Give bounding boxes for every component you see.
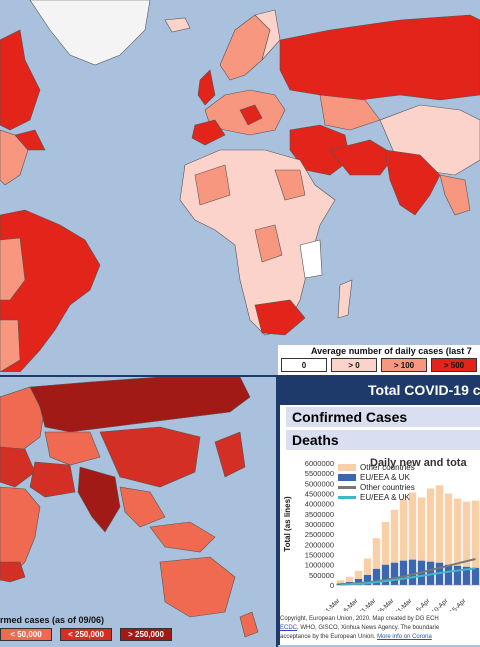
india <box>384 149 441 216</box>
legend-swatch <box>338 474 356 481</box>
bar-other <box>453 498 462 566</box>
y-tick-label: 2500000 <box>305 530 334 539</box>
x-tick-label: 5-Apr <box>415 597 432 611</box>
bar-eu <box>471 567 480 585</box>
y-tick-label: 5500000 <box>305 469 334 478</box>
legend-swatch-gt100: > 100 <box>381 358 427 372</box>
copyright-line-3: acceptance by the European Union. <box>280 634 376 640</box>
y-axis-label: Total (as lines) <box>283 496 292 552</box>
legend-swatch-lt50k: < 50,000 <box>0 628 52 641</box>
more-info-link[interactable]: More info on Corona <box>377 634 432 640</box>
y-tick-label: 4000000 <box>305 500 334 509</box>
australia-bottom <box>159 556 236 618</box>
legend-swatch-lt250k: < 250,000 <box>60 628 112 641</box>
india-bottom <box>77 466 121 533</box>
bar-eu <box>399 560 408 585</box>
bar-eu <box>354 578 363 585</box>
bar-other <box>399 499 408 561</box>
bar-eu <box>462 566 471 585</box>
copyright-line-1: Copyright, European Union, 2020. Map cre… <box>280 616 439 622</box>
legend-swatch-gt250k: > 250,000 <box>120 628 172 641</box>
bar-other <box>462 501 471 567</box>
north-america <box>0 29 41 131</box>
copyright-line-2: , WHO, GISCO, Xinhua News Agency. The bo… <box>297 625 440 631</box>
bar-other <box>471 500 480 568</box>
copyright-text: Copyright, European Union, 2020. Map cre… <box>280 615 480 642</box>
y-tick-label: 5000000 <box>305 479 334 488</box>
bar-eu <box>444 564 453 585</box>
china-bottom <box>99 426 201 488</box>
bar-other <box>381 521 390 565</box>
y-tick-label: 4500000 <box>305 490 334 499</box>
y-tick-label: 1000000 <box>305 561 334 570</box>
y-tick-label: 6000000 <box>305 461 334 468</box>
bar-other <box>435 485 444 563</box>
daily-cases-chart: Total (as lines)600000055000005000000450… <box>283 461 480 611</box>
x-tick-label: 31-Mar <box>394 597 414 611</box>
legend-swatch-gt0: > 0 <box>331 358 377 372</box>
panel-header: Total COVID-19 c <box>280 375 480 405</box>
legend-label: EU/EEA & UK <box>360 493 410 502</box>
bar-other <box>363 558 372 575</box>
x-tick-label: 16-Mar <box>340 597 360 611</box>
bar-eu <box>363 574 372 585</box>
y-tick-label: 0 <box>330 581 334 590</box>
south-america <box>0 209 101 372</box>
bar-eu <box>381 564 390 585</box>
panel-title: Total COVID-19 c <box>368 382 480 398</box>
daily-cases-legend: Average number of daily cases (last 7 0 … <box>278 345 480 375</box>
russia-bottom <box>29 377 251 433</box>
y-tick-label: 2000000 <box>305 540 334 549</box>
bar-other <box>372 538 381 569</box>
bar-other <box>345 576 354 582</box>
world-map-bottom-svg <box>0 377 276 647</box>
confirmed-cases-legend-title: rmed cases (as of 09/06) <box>0 615 105 625</box>
world-map-top-svg <box>0 0 480 372</box>
bar-other <box>417 497 426 561</box>
bar-other <box>336 580 345 584</box>
legend-label: Other countries <box>360 483 415 492</box>
greenland <box>29 0 151 66</box>
confirmed-cases-legend: rmed cases (as of 09/06) < 50,000 < 250,… <box>0 614 276 645</box>
bar-other <box>408 492 417 560</box>
y-tick-label: 1500000 <box>305 551 334 560</box>
x-tick-label: 11-Mar <box>322 597 342 611</box>
bar-eu <box>408 559 417 585</box>
daily-cases-legend-title: Average number of daily cases (last 7 <box>311 346 472 356</box>
bar-other <box>426 488 435 562</box>
x-tick-label: 10-Apr <box>431 597 450 611</box>
bar-other <box>390 509 399 563</box>
x-tick-label: 26-Mar <box>376 597 396 611</box>
legend-label: EU/EEA & UK <box>360 473 410 482</box>
russia <box>279 14 480 101</box>
bar-other <box>354 570 363 579</box>
south-africa <box>254 299 306 336</box>
bar-eu <box>453 565 462 585</box>
bar-eu <box>390 562 399 585</box>
y-tick-label: 3000000 <box>305 520 334 529</box>
x-tick-label: 21-Mar <box>358 597 378 611</box>
legend-swatch <box>338 464 356 471</box>
bar-eu <box>372 568 381 585</box>
y-tick-label: 500000 <box>309 571 334 580</box>
legend-label: Other countries <box>360 463 415 472</box>
legend-swatch-gt500: > 500 <box>431 358 477 372</box>
chart-title: Daily new and tota <box>370 457 467 469</box>
y-tick-label: 3500000 <box>305 510 334 519</box>
world-map-confirmed-cases <box>0 375 278 647</box>
ecdc-link[interactable]: ECDC <box>280 625 298 631</box>
line-series <box>340 567 476 586</box>
world-map-daily-cases <box>0 0 480 372</box>
confirmed-cases-row: Confirmed Cases <box>286 407 480 427</box>
deaths-label: Deaths <box>292 432 339 448</box>
legend-swatch-zero: 0 <box>281 358 327 372</box>
covid-summary-panel: Total COVID-19 c Confirmed Cases Deaths … <box>278 375 480 645</box>
bar-other <box>444 493 453 565</box>
confirmed-cases-label: Confirmed Cases <box>292 409 408 425</box>
deaths-row: Deaths <box>286 430 480 450</box>
x-tick-label: 15-Apr <box>449 597 468 611</box>
bar-eu <box>426 561 435 585</box>
